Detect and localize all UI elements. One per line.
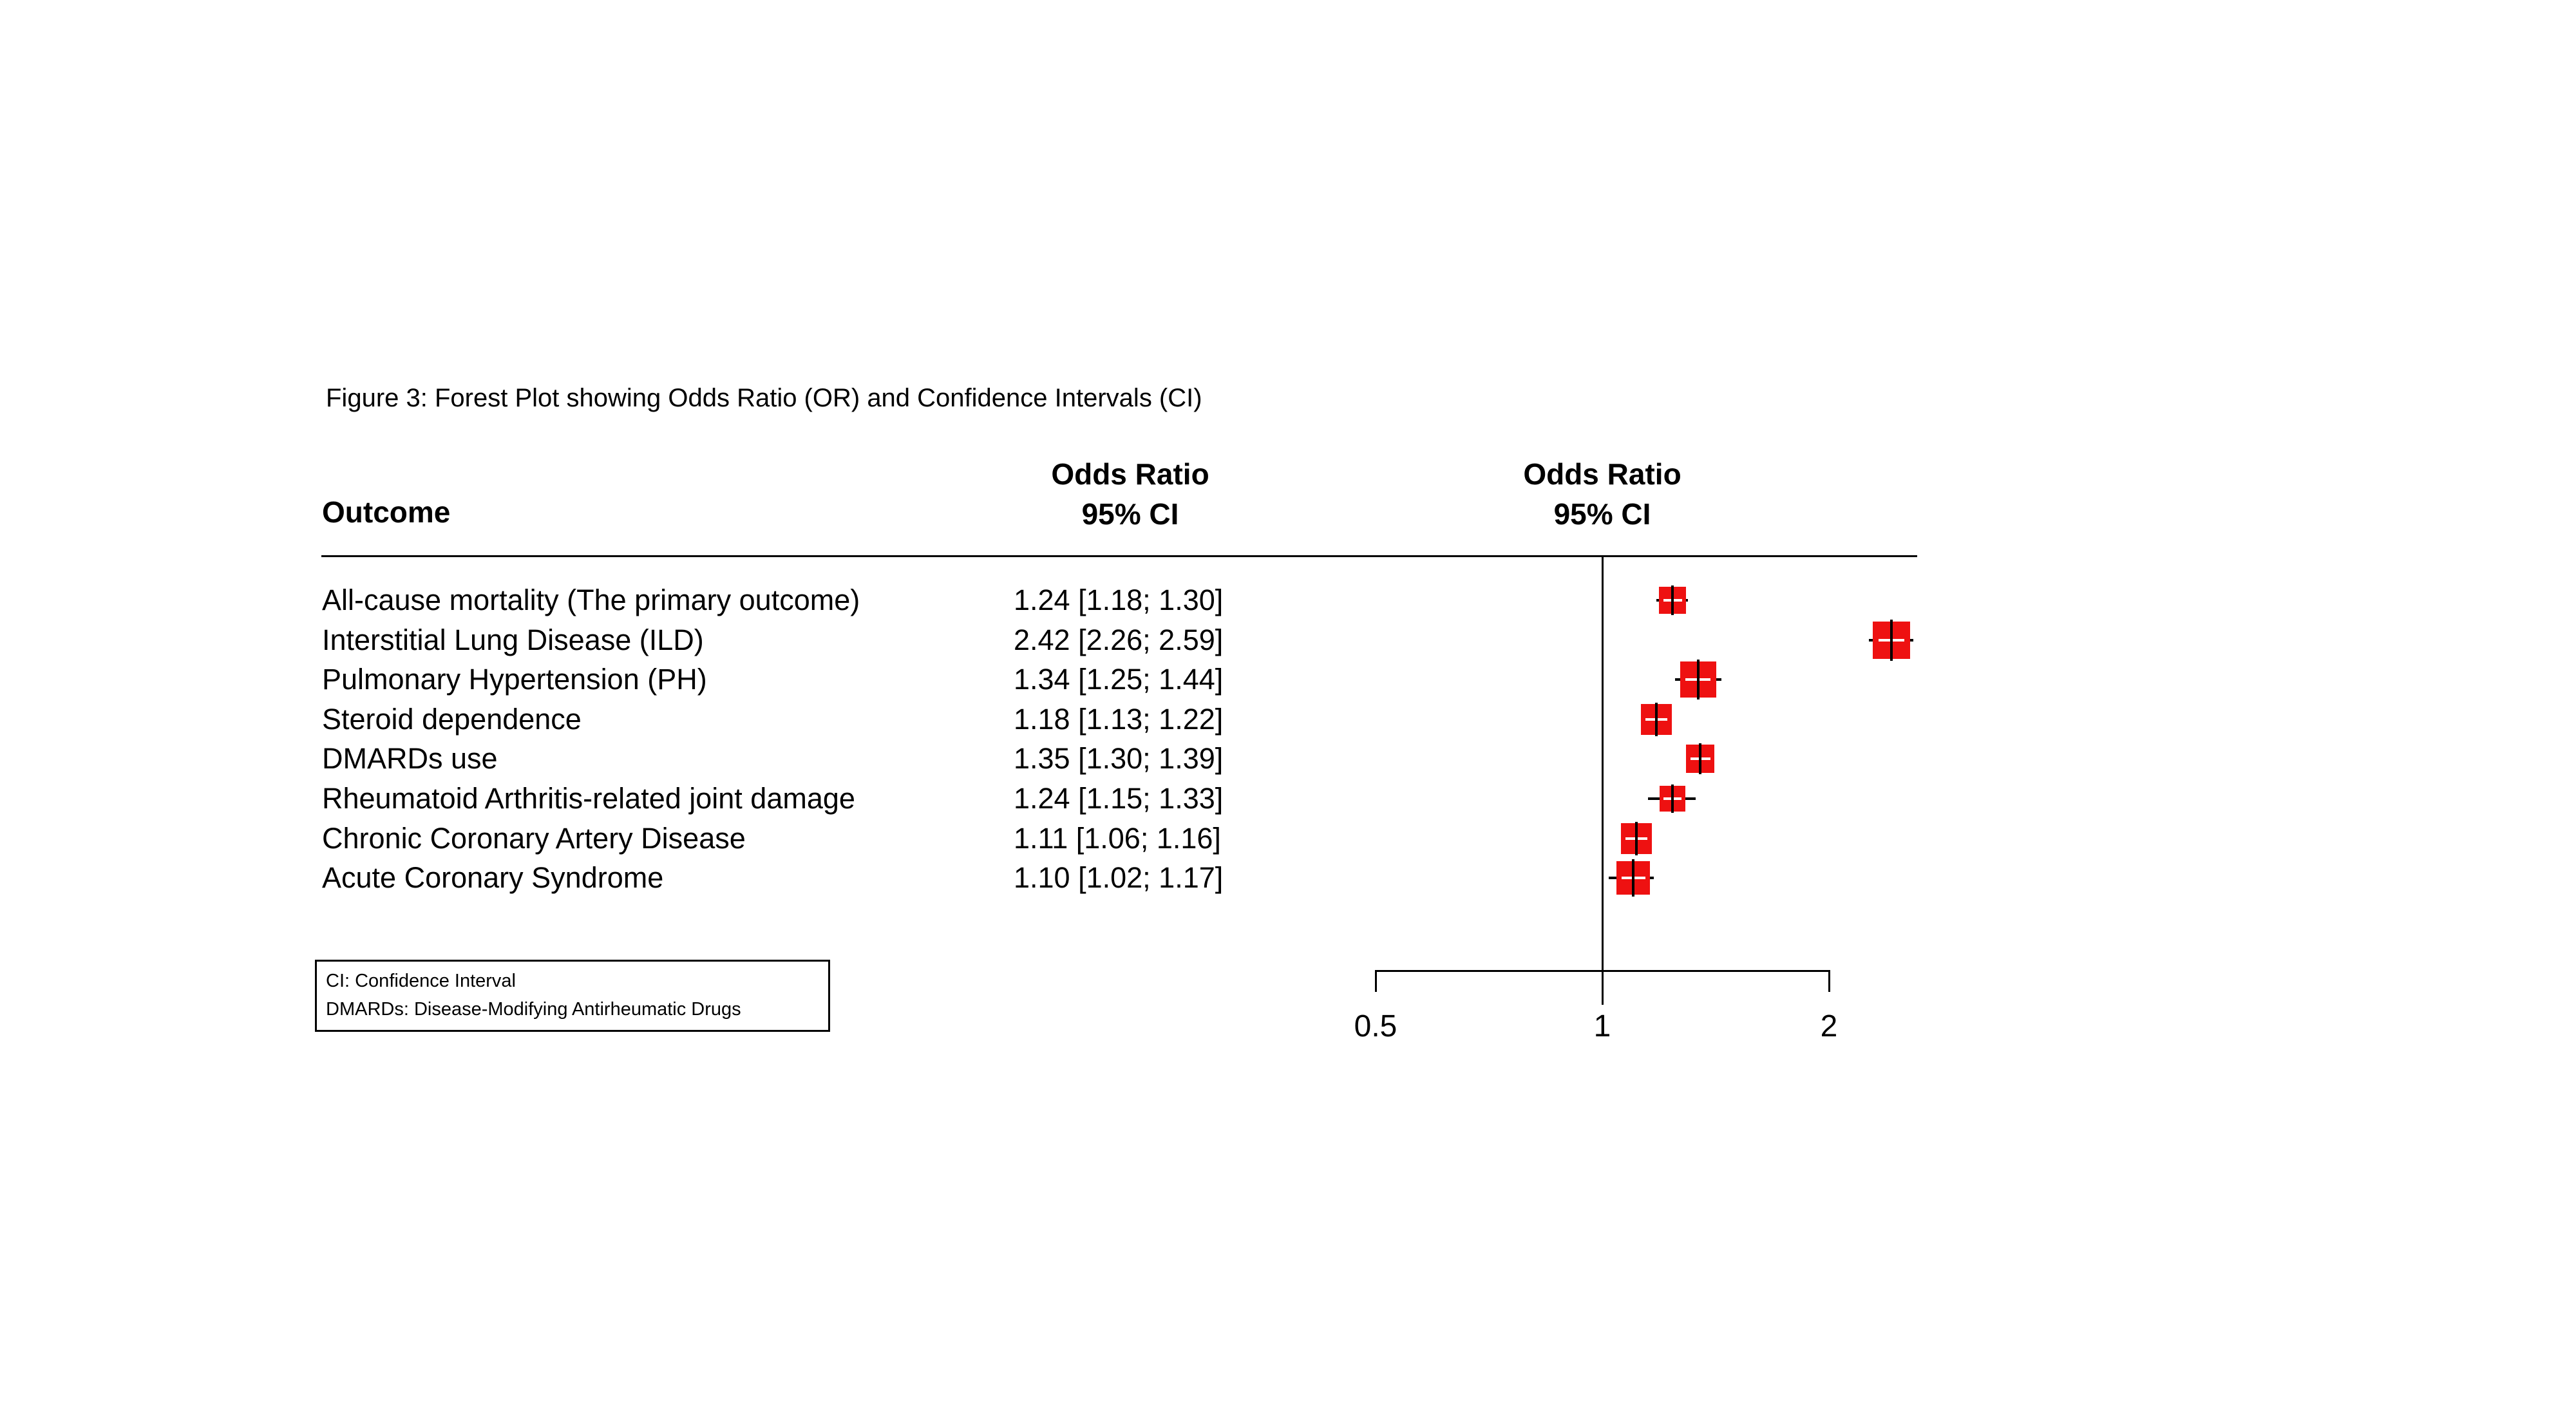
footnote-line-dmards: DMARDs: Disease-Modifying Antirheumatic … [326, 999, 741, 1020]
header-divider-line [321, 555, 1917, 557]
x-axis-tick [1374, 970, 1377, 992]
outcome-label: Pulmonary Hypertension (PH) [322, 663, 707, 696]
point-estimate-tick [1635, 821, 1638, 856]
point-estimate-tick [1671, 785, 1674, 813]
column-header-plot: Odds Ratio 95% CI [1409, 454, 1795, 534]
figure-title: Figure 3: Forest Plot showing Odds Ratio… [326, 384, 1202, 412]
point-estimate-tick [1699, 743, 1702, 775]
column-header-or-line1: Odds Ratio [1051, 457, 1209, 491]
outcome-label: Steroid dependence [322, 703, 582, 736]
outcome-label: DMARDs use [322, 742, 498, 775]
outcome-label: Acute Coronary Syndrome [322, 861, 664, 894]
x-axis-tick-label: 2 [1820, 1009, 1838, 1043]
or-ci-value: 1.24 [1.18; 1.30] [1014, 584, 1224, 616]
or-ci-value: 1.18 [1.13; 1.22] [1014, 703, 1224, 736]
point-estimate-tick [1671, 585, 1674, 616]
point-estimate-tick [1655, 702, 1658, 737]
x-axis-line [1376, 970, 1829, 972]
column-header-or-line2: 95% CI [1081, 497, 1179, 531]
outcome-label: Rheumatoid Arthritis-related joint damag… [322, 782, 855, 815]
outcome-label: Interstitial Lung Disease (ILD) [322, 623, 704, 656]
column-header-plot-line2: 95% CI [1553, 497, 1651, 531]
or-ci-value: 1.24 [1.15; 1.33] [1014, 782, 1224, 815]
or-ci-value: 1.35 [1.30; 1.39] [1014, 742, 1224, 775]
or-ci-value: 2.42 [2.26; 2.59] [1014, 623, 1224, 656]
reference-line [1601, 556, 1604, 1005]
or-ci-value: 1.11 [1.06; 1.16] [1014, 822, 1221, 855]
point-estimate-tick [1632, 859, 1635, 897]
outcome-label: All-cause mortality (The primary outcome… [322, 584, 860, 616]
x-axis-tick [1828, 970, 1830, 992]
x-axis-tick-label: 1 [1593, 1009, 1611, 1043]
x-axis-tick-label: 0.5 [1354, 1009, 1397, 1043]
outcome-label: Chronic Coronary Artery Disease [322, 822, 746, 855]
or-ci-value: 1.34 [1.25; 1.44] [1014, 663, 1224, 696]
point-estimate-tick [1696, 660, 1700, 699]
column-header-or-values: Odds Ratio 95% CI [937, 454, 1323, 534]
or-ci-value: 1.10 [1.02; 1.17] [1014, 861, 1224, 894]
column-header-outcome: Outcome [322, 495, 451, 529]
point-estimate-tick [1889, 620, 1893, 661]
footnote-line-ci: CI: Confidence Interval [326, 971, 516, 991]
footnote-box: CI: Confidence Interval DMARDs: Disease-… [315, 960, 830, 1032]
column-header-plot-line1: Odds Ratio [1523, 457, 1681, 491]
